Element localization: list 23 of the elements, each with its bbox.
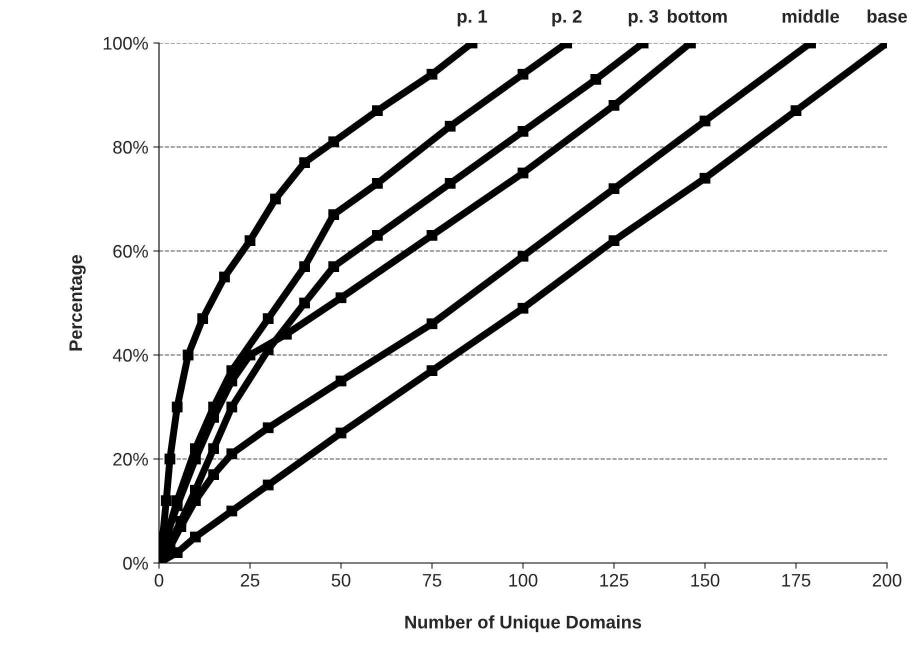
y-tick-label: 40%	[112, 348, 148, 362]
x-tick-label: 25	[240, 574, 260, 587]
y-tick-label: 20%	[113, 452, 148, 466]
y-tick-label: 60%	[113, 244, 148, 258]
x-tick-label: 50	[332, 574, 350, 587]
y-tick-label: 0%	[123, 556, 148, 570]
y-axis-title: Percentage	[69, 254, 86, 350]
y-tick-label: 80%	[113, 140, 148, 154]
series-label: middle	[782, 10, 840, 23]
series-label: p. 3	[628, 10, 658, 26]
x-tick-label: 125	[600, 574, 628, 587]
x-tick-label: 0	[154, 574, 164, 587]
x-tick-label: 100	[509, 574, 538, 587]
x-tick-label: 150	[691, 574, 720, 587]
x-tick-label: 75	[422, 574, 442, 587]
series-label: bottom	[668, 10, 727, 23]
x-tick-label: 175	[782, 574, 810, 587]
x-tick-label: 200	[872, 574, 902, 587]
series-label: p. 1	[458, 10, 488, 26]
x-axis-title: Number of Unique Domains	[405, 615, 642, 632]
series-label: base	[868, 10, 907, 23]
series-label: p. 2	[552, 10, 582, 26]
y-tick-label: 100%	[104, 36, 148, 50]
